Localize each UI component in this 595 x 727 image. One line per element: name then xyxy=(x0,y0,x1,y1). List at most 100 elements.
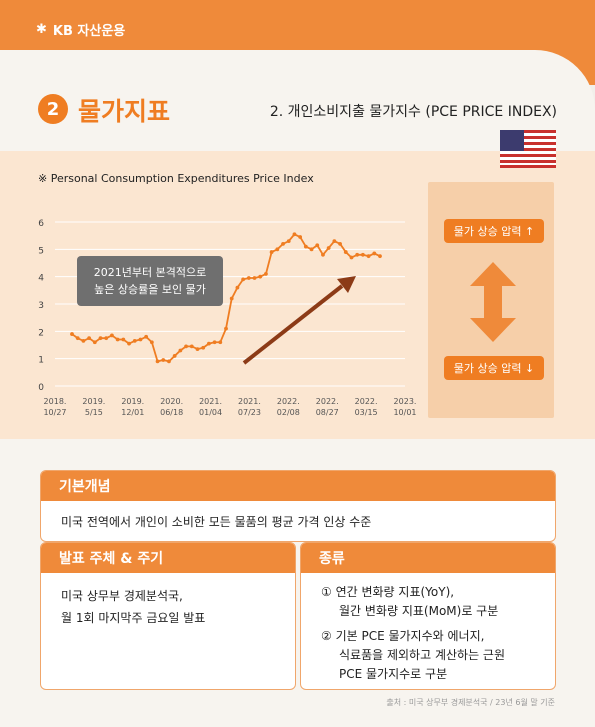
downward-pressure-label: 물가 상승 압력 ↓ xyxy=(444,356,544,380)
section-number-badge: 2 xyxy=(38,94,68,124)
release-heading: 발표 주체 & 주기 xyxy=(41,543,295,573)
data-point xyxy=(298,235,303,239)
concept-heading: 기본개념 xyxy=(41,471,555,501)
annotation-line-2: 높은 상승률을 보인 물가 xyxy=(94,283,206,296)
x-tick-label: 2023. 10/01 xyxy=(393,397,416,417)
x-tick-label: 2020. 06/18 xyxy=(160,397,183,417)
data-point xyxy=(269,250,274,254)
data-point xyxy=(172,354,177,358)
data-point xyxy=(246,276,251,280)
data-point xyxy=(292,232,297,237)
x-tick-label: 2018. 10/27 xyxy=(43,397,66,417)
data-point xyxy=(241,277,246,282)
y-tick-label: 6 xyxy=(38,219,44,229)
types-item-2-line-3: PCE 물가지수로 구분 xyxy=(339,667,448,681)
y-tick-label: 4 xyxy=(38,274,44,284)
data-point xyxy=(281,241,285,246)
data-point xyxy=(149,340,154,345)
x-tick-label: 2019. 12/01 xyxy=(121,397,144,417)
y-tick-label: 0 xyxy=(38,383,44,393)
trend-arrow-head xyxy=(337,276,356,293)
data-point xyxy=(195,347,200,351)
data-point xyxy=(206,341,211,346)
pce-line-chart: 0 1 2 3 4 5 6 2018. 10/27 2019. 5/15 2019. 12/01 2020… xyxy=(38,219,416,417)
data-point xyxy=(138,337,143,342)
data-point xyxy=(286,239,291,244)
x-tick-label: 2022. 02/08 xyxy=(277,397,300,417)
release-box: 발표 주체 & 주기 미국 상무부 경제분석국, 월 1회 마지막주 금요일 발… xyxy=(40,542,296,690)
data-point xyxy=(315,243,320,248)
data-point xyxy=(75,336,80,341)
x-tick-label: 2021. 07/23 xyxy=(238,397,261,417)
data-point xyxy=(218,340,223,345)
types-box: 종류 ① 연간 변화량 지표(YoY), 월간 변화량 지표(MoM)로 구분 … xyxy=(300,542,556,690)
data-point xyxy=(178,348,183,353)
data-point xyxy=(98,336,103,341)
data-point xyxy=(132,339,137,343)
y-tick-label: 1 xyxy=(38,356,44,366)
data-point xyxy=(115,337,120,342)
data-point xyxy=(378,254,382,259)
data-point xyxy=(252,276,257,280)
types-item-2-line-1: ② 기본 PCE 물가지수와 에너지, xyxy=(321,629,485,643)
types-item-1-line-1: ① 연간 변화량 지표(YoY), xyxy=(321,585,455,599)
data-point xyxy=(303,244,308,249)
data-point xyxy=(235,285,240,290)
x-tick-label: 2021. 01/04 xyxy=(199,397,222,417)
section-title: 물가지표 xyxy=(78,97,171,126)
data-point xyxy=(343,250,348,254)
types-heading: 종류 xyxy=(301,543,555,573)
release-line-2: 월 1회 마지막주 금요일 발표 xyxy=(61,611,206,625)
types-item-2-line-2: 식료품을 제외하고 계산하는 근원 xyxy=(339,648,506,662)
y-tick-label: 3 xyxy=(38,301,44,311)
data-point xyxy=(224,326,228,331)
chart-title: ※ Personal Consumption Expenditures Pric… xyxy=(38,172,314,185)
y-tick-label: 2 xyxy=(38,328,44,338)
upward-pressure-label: 물가 상승 압력 ↑ xyxy=(444,219,544,243)
data-point xyxy=(372,251,377,256)
data-point xyxy=(264,272,268,276)
data-point xyxy=(184,344,188,349)
data-point xyxy=(81,339,86,343)
data-point xyxy=(349,255,354,260)
brand-logo: ✱ KB 자산운용 xyxy=(36,20,125,39)
concept-text: 미국 전역에서 개인이 소비한 모든 물품의 평균 가격 인상 수준 xyxy=(61,515,372,529)
y-tick-label: 5 xyxy=(38,246,44,256)
annotation-line-1: 2021년부터 본격적으로 xyxy=(93,266,207,279)
data-point xyxy=(92,340,97,345)
data-point xyxy=(326,246,331,250)
data-point xyxy=(366,254,371,259)
data-point xyxy=(321,252,325,257)
x-tick-label: 2019. 5/15 xyxy=(82,397,105,417)
data-point xyxy=(87,336,92,341)
data-point xyxy=(360,252,365,257)
data-point xyxy=(355,252,360,257)
x-tick-label: 2022. 08/27 xyxy=(316,397,339,417)
data-point xyxy=(229,296,234,301)
data-point xyxy=(127,341,131,346)
trend-arrow-shaft xyxy=(242,284,344,365)
data-point xyxy=(167,359,171,364)
data-point xyxy=(258,274,263,279)
section-subtitle: 2. 개인소비지출 물가지수 (PCE PRICE INDEX) xyxy=(269,104,557,120)
data-point xyxy=(155,359,160,364)
data-point xyxy=(212,340,217,345)
data-point xyxy=(70,332,74,336)
data-point xyxy=(121,337,126,342)
data-point xyxy=(275,247,280,252)
kb-star-icon: ✱ xyxy=(36,22,47,37)
data-point xyxy=(104,336,109,341)
data-point xyxy=(189,344,194,349)
data-point xyxy=(338,241,342,246)
x-tick-label: 2022. 03/15 xyxy=(355,397,378,417)
data-point xyxy=(201,345,206,350)
brand-name: KB 자산운용 xyxy=(52,24,126,39)
chart-annotation: 2021년부터 본격적으로 높은 상승률을 보인 물가 xyxy=(77,256,223,306)
data-point xyxy=(144,334,149,339)
us-flag-icon xyxy=(500,130,556,168)
concept-box: 기본개념 미국 전역에서 개인이 소비한 모든 물품의 평균 가격 인상 수준 xyxy=(40,470,556,542)
data-point xyxy=(161,358,166,362)
release-line-1: 미국 상무부 경제분석국, xyxy=(61,589,183,603)
data-point xyxy=(309,247,314,252)
types-item-1-line-2: 월간 변화량 지표(MoM)로 구분 xyxy=(339,604,499,618)
